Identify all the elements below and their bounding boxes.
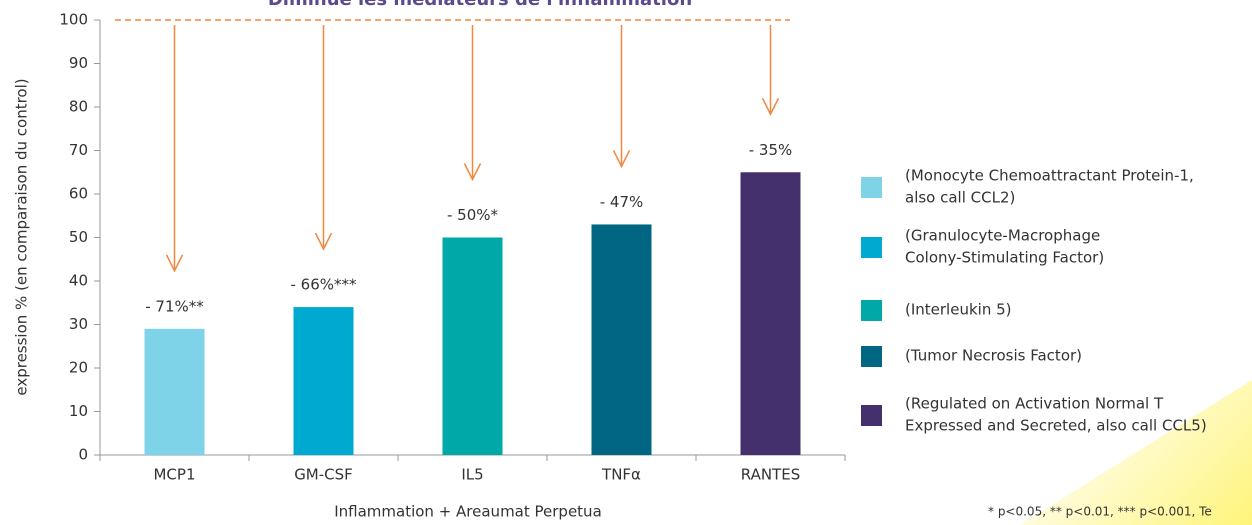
legend-label: Colony-Stimulating Factor) (905, 249, 1104, 267)
bar (740, 172, 801, 455)
y-tick-label: 90 (69, 54, 88, 72)
x-tick-label: IL5 (461, 466, 483, 484)
legend-swatch (861, 405, 882, 426)
bar (591, 224, 652, 455)
y-tick-label: 100 (59, 11, 88, 29)
bar-annotation: - 35% (749, 141, 793, 159)
x-tick-label: TNFα (601, 466, 641, 484)
bar-annotation: - 47% (600, 193, 644, 211)
y-tick-label: 50 (69, 228, 88, 246)
arrow-head (165, 254, 184, 273)
arrow-head (314, 232, 333, 251)
bar-annotation: - 71%** (145, 297, 204, 315)
legend-swatch (861, 346, 882, 367)
legend-swatch (861, 237, 882, 258)
bar (442, 237, 503, 455)
x-axis-label: Inflammation + Areaumat Perpetua (334, 503, 602, 521)
y-tick-label: 20 (69, 359, 88, 377)
x-tick-label: RANTES (741, 466, 800, 484)
x-tick-label: MCP1 (153, 466, 195, 484)
bar-annotation: - 50%* (447, 206, 499, 224)
y-axis-label: expression % (en comparaison du control) (13, 78, 31, 395)
bar (293, 307, 354, 455)
legend-swatch (861, 177, 882, 198)
bar (144, 328, 205, 455)
legend-label: (Interleukin 5) (905, 301, 1012, 319)
arrow-head (612, 150, 631, 169)
y-tick-label: 60 (69, 185, 88, 203)
y-tick-label: 70 (69, 141, 88, 159)
legend-label: Expressed and Secreted, also call CCL5) (905, 417, 1207, 435)
arrow-head (761, 97, 780, 116)
light-beam (1020, 380, 1252, 525)
legend-label: also call CCL2) (905, 189, 1015, 207)
legend-label: (Tumor Necrosis Factor) (905, 347, 1082, 365)
y-tick-label: 0 (78, 446, 88, 464)
y-tick-label: 40 (69, 272, 88, 290)
y-tick-label: 30 (69, 315, 88, 333)
arrow-head (463, 163, 482, 182)
legend-label: (Granulocyte-Macrophage (905, 227, 1100, 245)
y-tick-label: 80 (69, 98, 88, 116)
legend-swatch (861, 300, 882, 321)
bar-annotation: - 66%*** (290, 276, 357, 294)
legend-label: (Monocyte Chemoattractant Protein-1, (905, 167, 1194, 185)
chart-title: Diminue les médiateurs de l'inflammation (268, 0, 692, 10)
legend-label: (Regulated on Activation Normal T (905, 395, 1164, 413)
y-tick-label: 10 (69, 402, 88, 420)
footnote: * p<0.05, ** p<0.01, *** p<0.001, Te (988, 505, 1212, 519)
x-tick-label: GM-CSF (294, 466, 353, 484)
